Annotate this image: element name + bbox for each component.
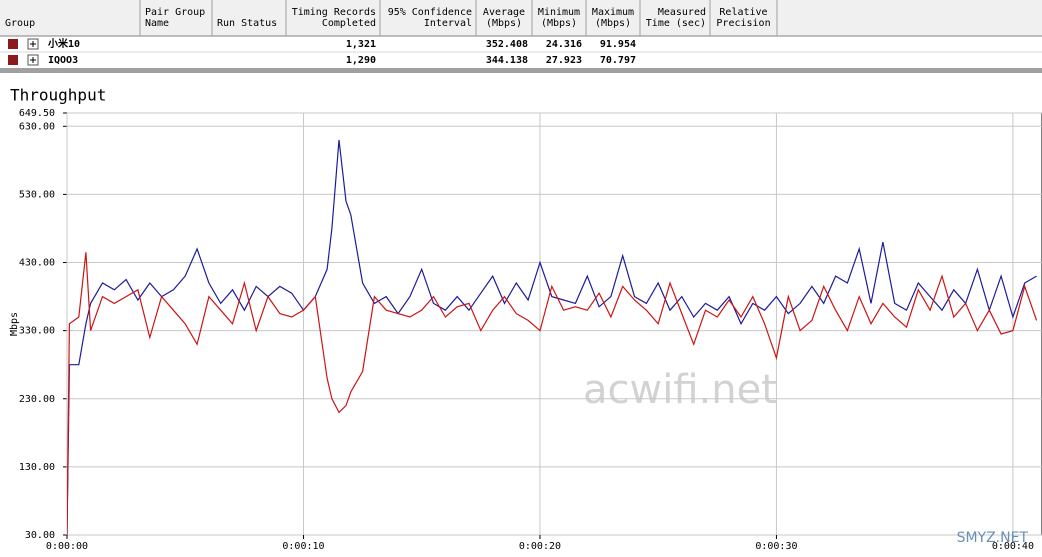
y-tick-label: 630.00 [19, 121, 55, 132]
cell: 344.138 [486, 55, 528, 66]
column-header: Timing Records [292, 7, 376, 18]
y-axis-label: Mbps [9, 312, 20, 336]
y-tick-label: 230.00 [19, 394, 55, 405]
column-header: Completed [322, 18, 376, 29]
column-header: Time (sec) [646, 18, 706, 29]
cell: 70.797 [600, 55, 636, 66]
x-tick-label: 0:00:30 [755, 541, 797, 552]
y-tick-label: 330.00 [19, 326, 55, 337]
series-line [67, 139, 1037, 535]
column-header: (Mbps) [541, 18, 577, 29]
y-tick-label: 530.00 [19, 189, 55, 200]
column-header: Group [5, 18, 35, 29]
table-header [0, 0, 1042, 36]
cell: 24.316 [546, 39, 582, 50]
x-tick-label: 0:00:40 [992, 541, 1034, 552]
column-header: Interval [424, 18, 472, 29]
watermark: SMYZ.NET [957, 530, 1029, 546]
cell: 352.408 [486, 39, 528, 50]
column-header: Measured [658, 7, 706, 18]
x-tick-label: 0:00:20 [519, 541, 561, 552]
cell: IQOO3 [48, 55, 78, 66]
column-header: Name [145, 18, 169, 29]
cell: 1,321 [346, 39, 376, 50]
cell: 91.954 [600, 39, 636, 50]
column-header: (Mbps) [486, 18, 522, 29]
pair-icon [8, 39, 18, 49]
x-tick-label: 0:00:00 [46, 541, 88, 552]
column-header: Average [483, 7, 525, 18]
y-tick-label: 30.00 [25, 530, 55, 541]
column-header: Maximum [592, 7, 634, 18]
row-icons [8, 38, 39, 66]
series-line [67, 252, 1038, 535]
x-tick-label: 0:00:10 [282, 541, 324, 552]
splitter [0, 68, 1042, 73]
column-header: Relative [719, 7, 767, 18]
y-tick-label: 130.00 [19, 462, 55, 473]
column-header: 95% Confidence [388, 7, 472, 18]
chart-title: Throughput [10, 86, 106, 105]
column-header: Precision [716, 18, 770, 29]
watermark: acwifi.net [583, 367, 777, 413]
column-header: Minimum [538, 7, 580, 18]
y-tick-label: 430.00 [19, 258, 55, 269]
column-header: Pair Group [145, 7, 205, 18]
column-header: (Mbps) [595, 18, 631, 29]
cell: 小米10 [47, 37, 80, 50]
column-header: Run Status [217, 18, 277, 29]
y-tick-label: 649.50 [19, 108, 55, 119]
pair-icon [8, 55, 18, 65]
cell: 27.923 [546, 55, 582, 66]
plot-area [66, 112, 1042, 536]
cell: 1,290 [346, 55, 376, 66]
